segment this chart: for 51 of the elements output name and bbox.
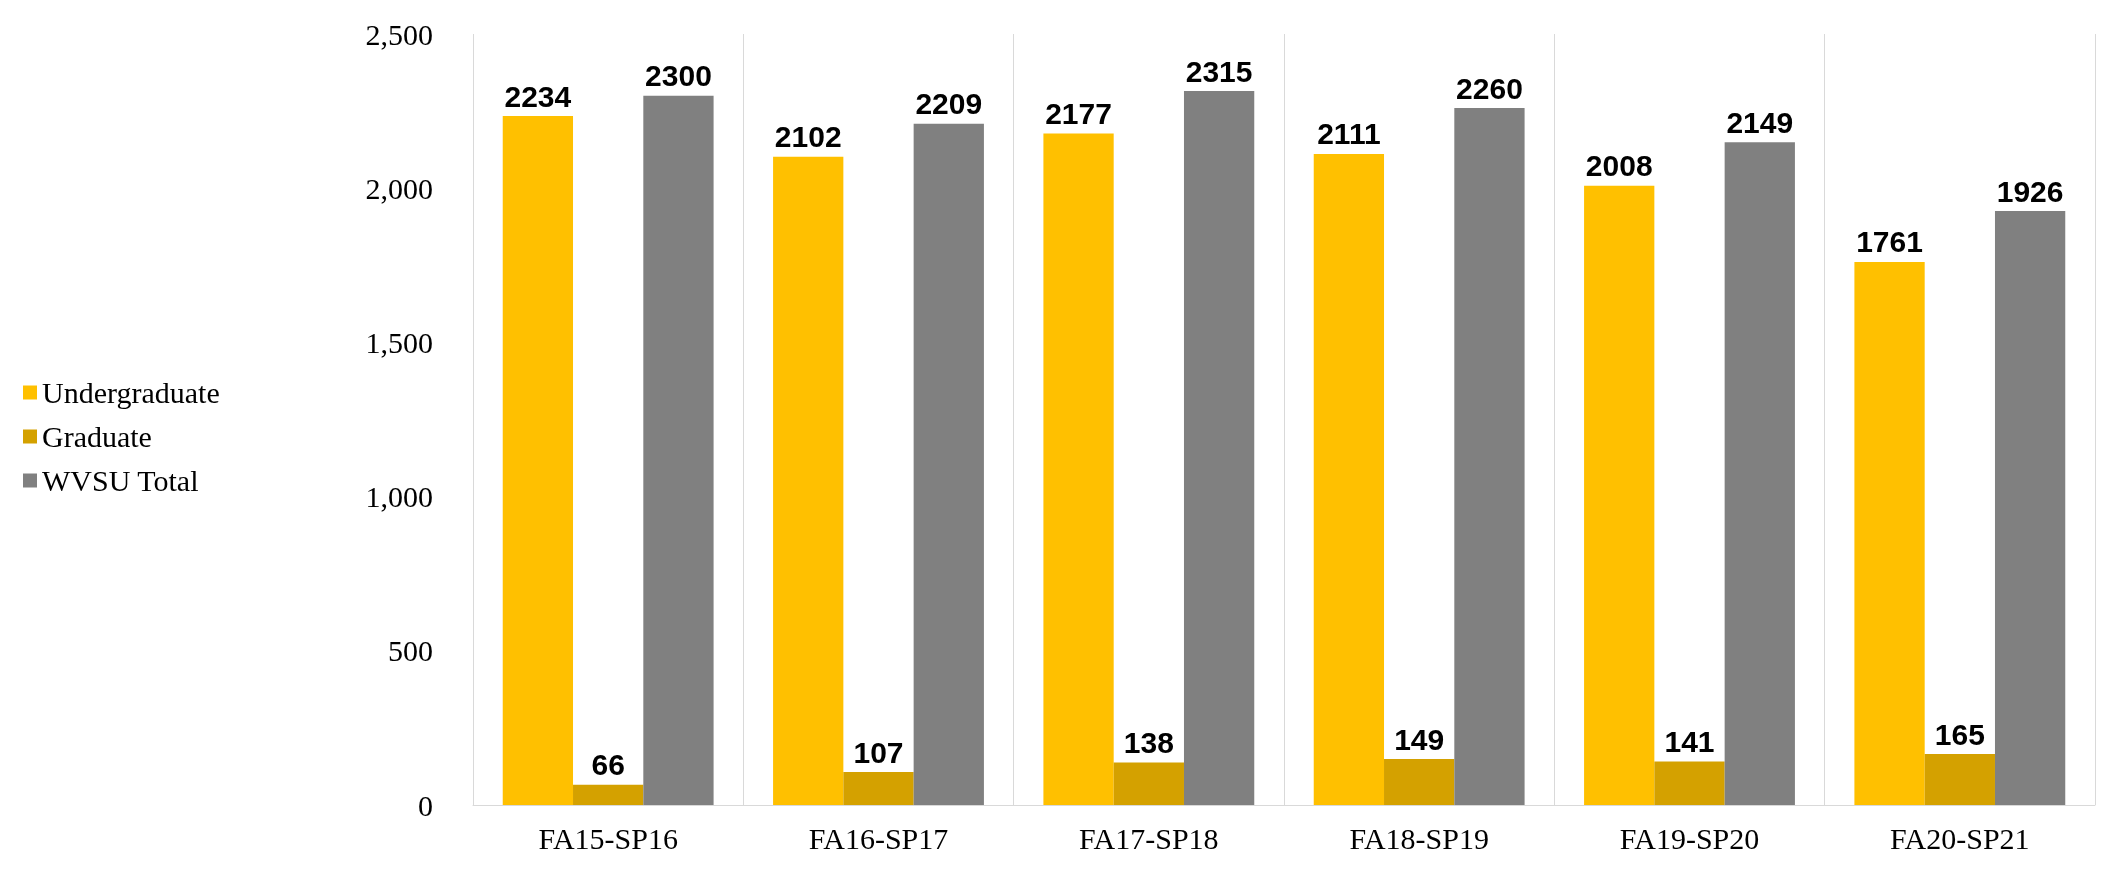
bar — [1043, 133, 1114, 805]
data-label: 2008 — [1585, 149, 1653, 183]
legend-label: Graduate — [42, 420, 152, 453]
bar — [1183, 91, 1255, 805]
x-tick-label: FA20-SP21 — [1890, 821, 2030, 855]
legend-label: WVSU Total — [42, 464, 199, 497]
x-tick-label: FA18-SP19 — [1349, 821, 1489, 855]
bar — [1313, 153, 1385, 805]
bar — [502, 116, 574, 805]
bar — [1854, 261, 1925, 805]
data-label: 2315 — [1185, 54, 1253, 88]
bar — [843, 772, 914, 805]
data-label: 138 — [1123, 725, 1174, 759]
data-label: 149 — [1394, 722, 1445, 756]
y-tick-label: 500 — [388, 634, 433, 668]
bar — [773, 156, 844, 805]
bar — [1384, 759, 1455, 805]
bar — [1654, 761, 1725, 805]
bar — [573, 784, 644, 805]
data-label: 66 — [591, 748, 625, 782]
data-label: 2260 — [1456, 71, 1523, 105]
y-tick-label: 1,000 — [365, 480, 433, 514]
data-label: 2111 — [1317, 117, 1381, 151]
data-label: 141 — [1664, 725, 1715, 759]
data-label: 2177 — [1045, 97, 1112, 131]
y-tick-label: 2,500 — [365, 17, 433, 51]
bar — [1924, 754, 1995, 805]
x-tick-label: FA15-SP16 — [538, 821, 678, 855]
bar — [913, 123, 984, 805]
x-tick-label: FA17-SP18 — [1079, 821, 1219, 855]
bar — [1584, 185, 1655, 805]
x-tick-label: FA19-SP20 — [1619, 821, 1760, 855]
data-label: 2149 — [1726, 105, 1794, 139]
y-tick-label: 2,000 — [365, 171, 433, 205]
y-tick-label: 0 — [418, 788, 433, 822]
data-label: 1761 — [1856, 225, 1923, 259]
bar — [1113, 762, 1184, 805]
data-label: 165 — [1934, 717, 1985, 751]
data-label: 2209 — [915, 87, 983, 121]
bar — [1994, 211, 2066, 805]
data-label: 2234 — [504, 79, 572, 113]
data-label: 2300 — [645, 59, 712, 93]
bar — [643, 95, 714, 805]
legend-label: Undergraduate — [42, 376, 220, 409]
bar — [1724, 142, 1795, 805]
data-label: 2102 — [774, 120, 842, 154]
data-label: 1926 — [1996, 174, 2064, 208]
y-tick-label: 1,500 — [365, 325, 433, 359]
x-tick-label: FA16-SP17 — [808, 821, 949, 855]
bar — [1454, 108, 1525, 805]
data-label: 107 — [853, 735, 904, 769]
